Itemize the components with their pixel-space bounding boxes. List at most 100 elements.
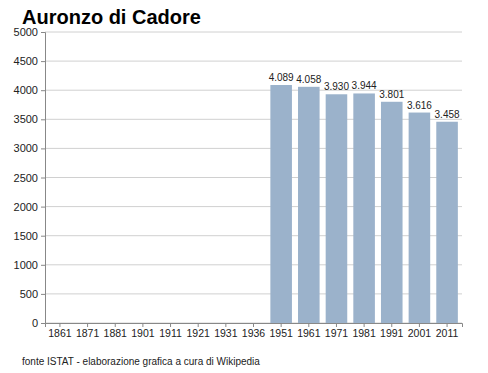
y-tick: 1000 (14, 259, 45, 271)
x-tick-label: 1921 (187, 327, 211, 339)
x-tick-label: 1911 (159, 327, 182, 339)
y-tick-label: 2500 (14, 172, 38, 184)
x-tick-mark (364, 323, 365, 327)
y-tick-label: 1000 (14, 259, 38, 271)
x-tick-mark (170, 323, 171, 327)
x-tick-mark (142, 323, 143, 327)
x-tick-label: 1936 (242, 327, 266, 339)
y-tick: 2000 (14, 201, 45, 213)
x-tick-mark (115, 323, 116, 327)
data-label: 3.930 (324, 81, 349, 92)
grid-line (45, 61, 462, 62)
y-tick-mark (41, 119, 45, 120)
data-label: 3.801 (379, 89, 404, 100)
x-tick-label: 1861 (48, 327, 72, 339)
y-axis-line (41, 33, 46, 324)
x-tick-label: 1971 (325, 327, 349, 339)
y-tick-mark (41, 178, 45, 179)
bar (326, 94, 348, 323)
x-tick: 1901 (131, 323, 155, 339)
y-tick-label: 1500 (14, 230, 38, 242)
bar (436, 122, 458, 323)
plot: 0500100015002000250030003500400045005000… (14, 26, 463, 339)
x-tick-label: 2001 (408, 327, 432, 339)
x-tick: 1931 (214, 323, 238, 339)
y-tick-mark (41, 294, 45, 295)
y-tick-label: 4500 (14, 55, 38, 67)
source-note: fonte ISTAT - elaborazione grafica a cur… (22, 356, 260, 367)
y-tick-label: 3500 (14, 113, 38, 125)
y-tick: 1500 (14, 230, 45, 242)
x-tick-label: 2011 (436, 327, 459, 339)
data-labels: 4.0894.0583.9303.9443.8013.6163.458 (269, 72, 460, 120)
x-tick-mark (225, 323, 226, 327)
y-tick-label: 0 (32, 317, 38, 329)
y-tick-label: 3000 (14, 142, 38, 154)
x-tick-label: 1951 (269, 327, 293, 339)
y-tick: 3000 (14, 142, 45, 154)
x-tick-mark (253, 323, 254, 327)
x-tick: 1936 (242, 323, 266, 339)
data-label: 4.058 (296, 74, 321, 85)
x-tick-label: 1961 (297, 327, 321, 339)
bar (381, 102, 403, 323)
data-label: 3.944 (352, 80, 377, 91)
x-tick-mark (198, 323, 199, 327)
grid-line (45, 32, 462, 33)
y-tick-mark (41, 90, 45, 91)
x-tick: 1861 (48, 323, 72, 339)
x-tick: 1881 (104, 323, 128, 339)
y-tick-mark (41, 61, 45, 62)
x-tick: 1971 (325, 323, 349, 339)
x-tick-mark (281, 323, 282, 327)
data-label: 3.458 (435, 109, 460, 120)
y-tick-mark (41, 265, 45, 266)
x-tick: 1911 (159, 323, 182, 339)
bar (353, 93, 375, 323)
y-tick-mark (41, 323, 45, 324)
y-tick-mark (41, 236, 45, 237)
y-tick: 4500 (14, 55, 45, 67)
x-tick: 1871 (76, 323, 100, 339)
y-tick: 4000 (14, 84, 45, 96)
x-axis: 1861 1871 18811901 1911 19211931 19361951 1961… (46, 323, 463, 339)
x-tick-mark (87, 323, 88, 327)
y-tick: 0 (32, 317, 45, 329)
x-tick-mark (308, 323, 309, 327)
x-tick-mark (447, 323, 448, 327)
y-tick-mark (41, 32, 45, 33)
x-tick-label: 1991 (380, 327, 404, 339)
y-tick-mark (41, 148, 45, 149)
x-tick-label: 1871 (76, 327, 100, 339)
x-tick: 1961 (297, 323, 321, 339)
x-tick-mark (59, 323, 60, 327)
x-tick: 1951 (269, 323, 293, 339)
y-axis: 0500100015002000250030003500400045005000 (14, 26, 46, 329)
data-label: 3.616 (407, 100, 432, 111)
title: Auronzo di Cadore (22, 6, 201, 28)
data-label: 4.089 (269, 72, 294, 83)
x-tick-label: 1881 (104, 327, 128, 339)
bar (409, 113, 431, 323)
x-tick: 1921 (187, 323, 211, 339)
bars (270, 85, 457, 323)
y-tick-label: 2000 (14, 201, 38, 213)
x-tick-mark (391, 323, 392, 327)
grid (45, 32, 462, 323)
x-tick-label: 1901 (131, 327, 155, 339)
y-tick: 2500 (14, 172, 45, 184)
y-tick: 500 (20, 288, 45, 300)
x-tick: 1991 (380, 323, 404, 339)
bar (270, 85, 292, 323)
x-tick-mark (419, 323, 420, 327)
bar (298, 87, 320, 323)
x-tick: 1981 (352, 323, 376, 339)
y-tick-label: 4000 (14, 84, 38, 96)
chart: 0500100015002000250030003500400045005000… (0, 0, 488, 373)
y-tick-label: 500 (20, 288, 38, 300)
y-tick: 3500 (14, 113, 45, 125)
x-tick-label: 1981 (352, 327, 376, 339)
x-tick: 2011 (436, 323, 459, 339)
x-tick: 2001 (408, 323, 432, 339)
y-tick-mark (41, 207, 45, 208)
